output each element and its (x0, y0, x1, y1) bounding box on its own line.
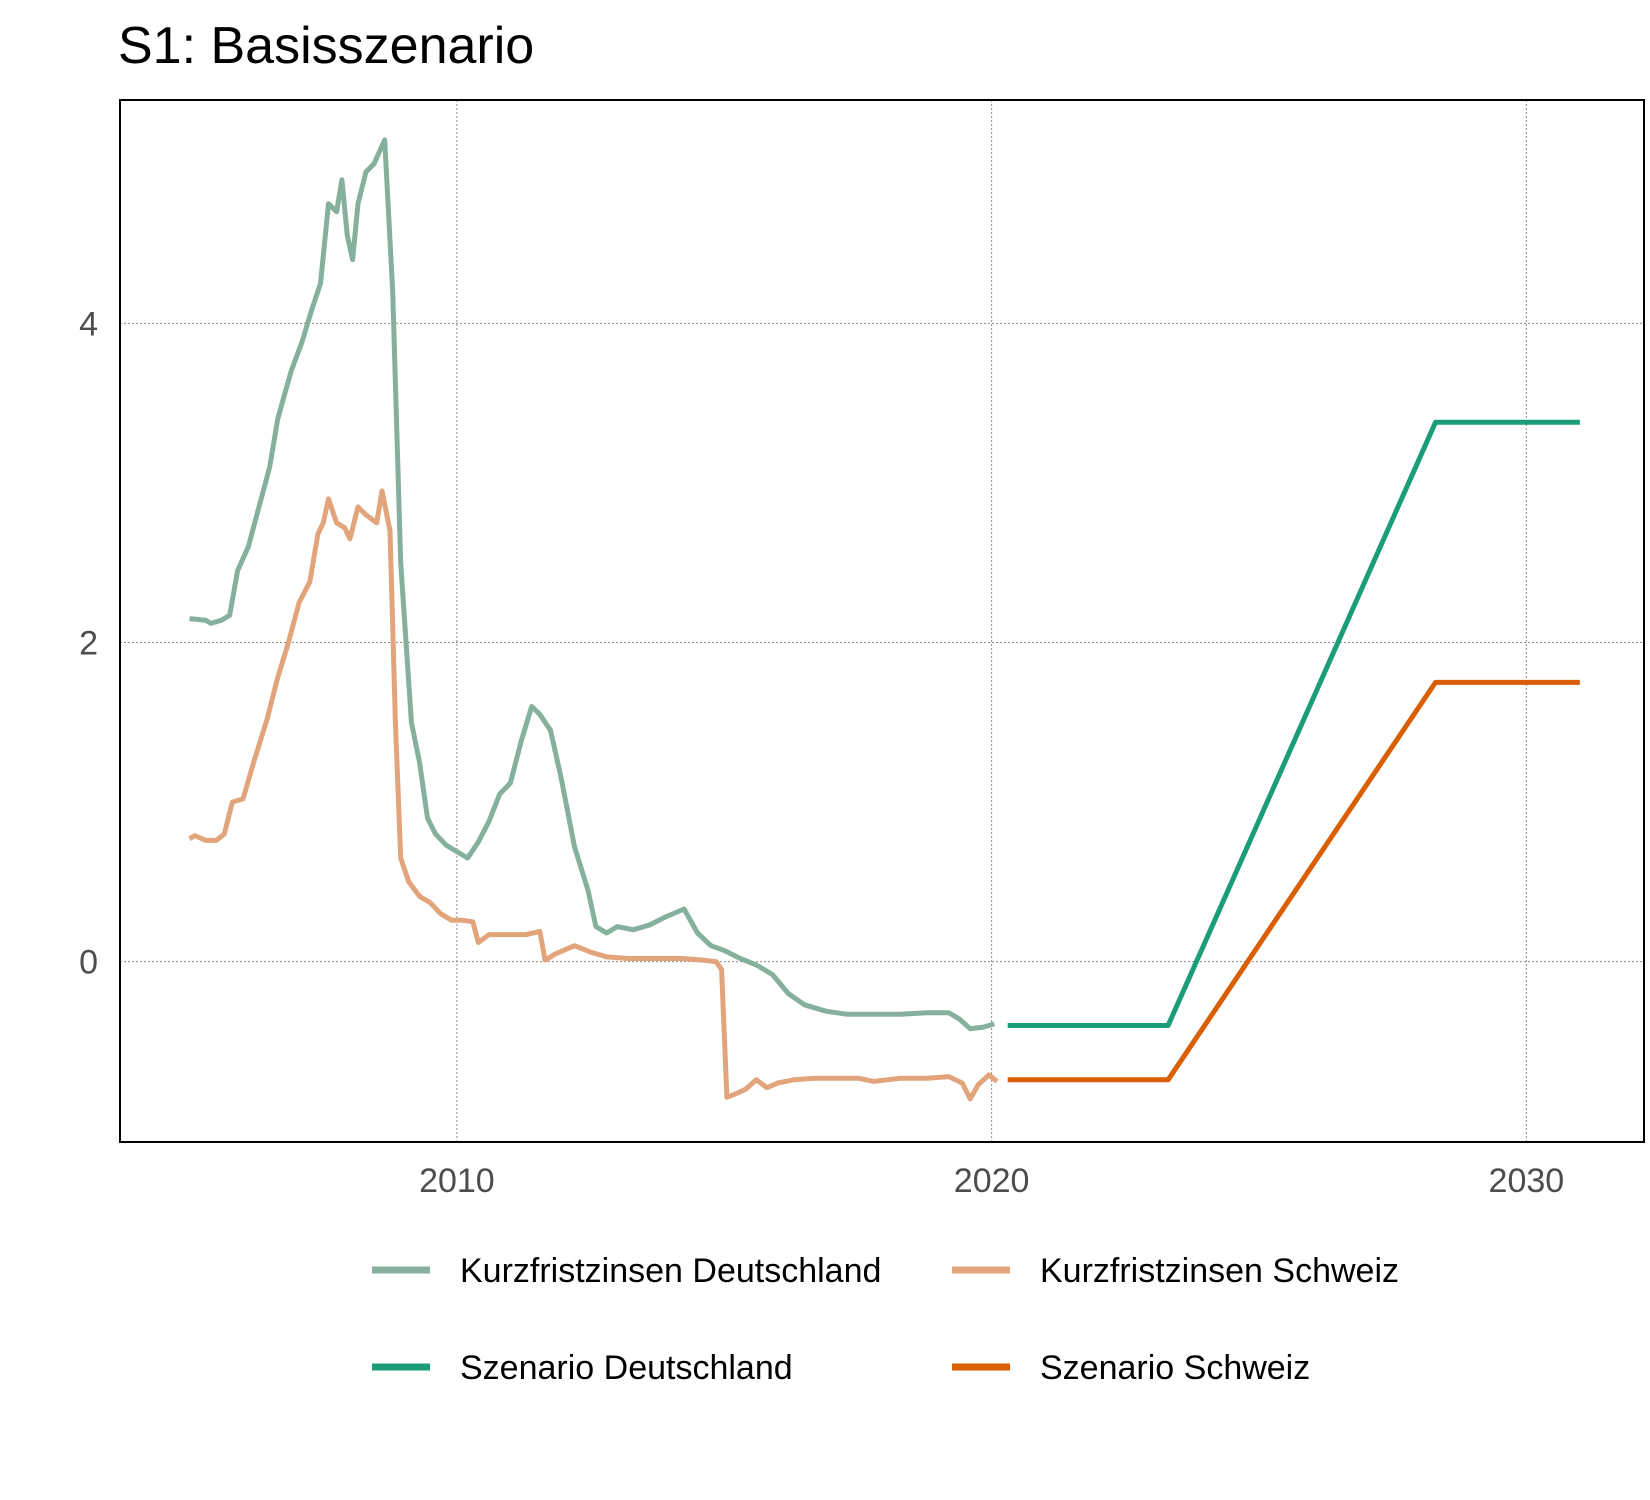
series-line-4 (1007, 679, 1580, 1083)
legend-label: Szenario Deutschland (460, 1349, 793, 1387)
legend-label: Kurzfristzinsen Deutschland (460, 1252, 881, 1290)
x-tick-label: 2030 (1489, 1162, 1565, 1200)
legend-label: Kurzfristzinsen Schweiz (1040, 1252, 1399, 1290)
grid (120, 100, 1644, 1142)
x-tick-label: 2020 (954, 1162, 1030, 1200)
series-line-3 (1007, 419, 1580, 1028)
plot-frame (119, 99, 1645, 1143)
series-line-2 (188, 488, 999, 1102)
y-axis: 0 2 4 (79, 305, 98, 981)
chart-title: S1: Basisszenario (118, 17, 534, 75)
x-axis: 2010 2020 2030 (419, 1162, 1564, 1200)
plot-area (188, 137, 1580, 1102)
y-tick-label: 2 (79, 625, 98, 663)
y-tick-label: 4 (79, 305, 98, 343)
x-tick-label: 2010 (419, 1162, 495, 1200)
legend-label: Szenario Schweiz (1040, 1349, 1310, 1387)
series-line-1 (189, 137, 996, 1032)
y-tick-label: 0 (79, 944, 98, 982)
legend: Kurzfristzinsen Deutschland Kurzfristzins… (372, 1252, 1399, 1387)
